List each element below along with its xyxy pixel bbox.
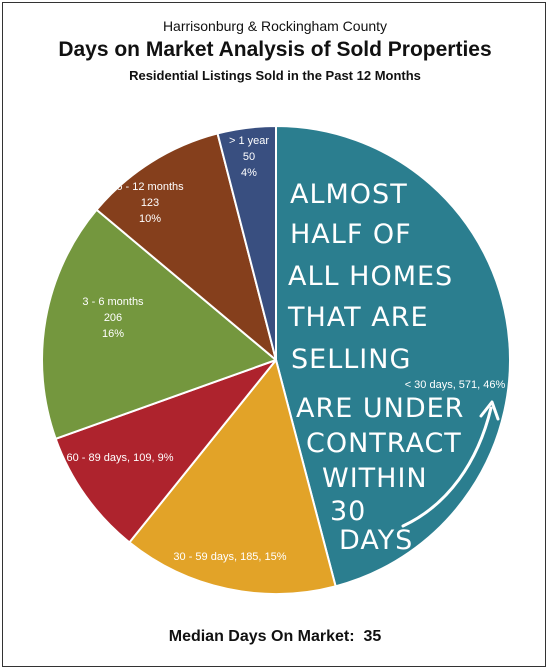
note-line: ARE UNDER <box>296 393 464 424</box>
median-label: Median Days On Market: <box>168 628 355 645</box>
note-line: SELLING <box>291 344 411 375</box>
pie-slice <box>216 125 277 361</box>
pie-slices <box>41 125 511 595</box>
chart-subtitle: Residential Listings Sold in the Past 12… <box>129 68 421 83</box>
handwritten-note: ALMOST HALF OF ALL HOMES THAT ARE SELLING ARE… <box>287 179 464 556</box>
note-line: THAT ARE <box>287 302 429 333</box>
region-name: Harrisonburg & Rockingham County <box>162 18 388 34</box>
note-line: HALF OF <box>290 219 412 250</box>
chart-title: Days on Market Analysis of Sold Properti… <box>58 38 492 61</box>
pie-slice <box>128 359 337 595</box>
pie-slice <box>275 125 511 588</box>
note-line: CONTRACT <box>306 428 462 459</box>
median-value: 35 <box>363 628 382 645</box>
slice-label: 6 - 12 months 123 10% <box>116 181 184 225</box>
slice-label: 30 - 59 days, 185, 15% <box>173 551 286 563</box>
arrow-head-icon <box>479 400 500 421</box>
slice-labels: < 30 days, 571, 46% 30 - 59 days, 185, 15… <box>66 135 505 563</box>
pie-slice <box>54 359 277 544</box>
median-footer: Median Days On Market: 35 <box>0 628 550 646</box>
note-line: ALL HOMES <box>288 261 453 292</box>
note-line: WITHIN <box>322 463 428 494</box>
note-line: ALMOST <box>290 179 408 210</box>
arrow-icon <box>401 406 493 528</box>
pie-slice <box>41 208 277 440</box>
slice-label: 3 - 6 months 206 16% <box>82 296 144 340</box>
note-line: 30 <box>330 496 366 527</box>
slice-label: > 1 year 50 4% <box>229 135 269 179</box>
note-line: DAYS <box>339 525 413 556</box>
slice-label: < 30 days, 571, 46% <box>405 379 506 391</box>
slice-label: 60 - 89 days, 109, 9% <box>66 452 173 464</box>
